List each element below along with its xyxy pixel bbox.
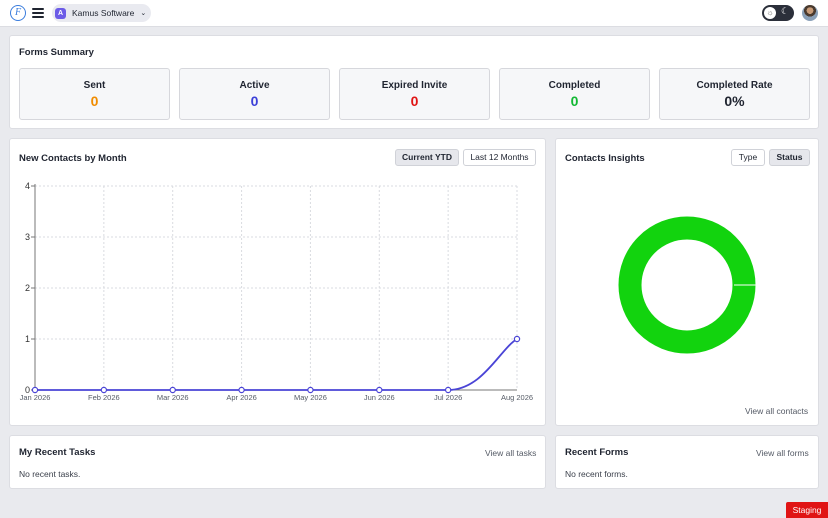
recent-tasks-card: My Recent Tasks View all tasks No recent… (9, 435, 546, 489)
contacts-chart-card: New Contacts by Month Current YTD Last 1… (9, 138, 546, 426)
x-tick-label: May 2026 (294, 393, 327, 402)
status-button[interactable]: Status (769, 149, 810, 166)
stat-value: 0% (724, 93, 745, 109)
recent-tasks-empty: No recent tasks. (19, 469, 81, 479)
type-button[interactable]: Type (731, 149, 765, 166)
y-tick-label: 2 (25, 283, 30, 293)
stat-value: 0 (570, 93, 579, 109)
x-tick-label: Aug 2026 (501, 393, 533, 402)
current-ytd-button[interactable]: Current YTD (395, 149, 459, 166)
x-tick-label: Feb 2026 (88, 393, 120, 402)
workspace-switcher[interactable]: A Kamus Software ⌄ (52, 4, 151, 22)
stat-value: 0 (410, 93, 419, 109)
stat-label: Completed Rate (696, 80, 773, 91)
view-all-tasks-link[interactable]: View all tasks (485, 448, 537, 458)
stat-value: 0 (250, 93, 259, 109)
recent-tasks-title: My Recent Tasks (19, 447, 96, 458)
y-tick-label: 4 (25, 181, 30, 191)
workspace-name: Kamus Software (72, 8, 135, 18)
top-bar: F A Kamus Software ⌄ ☼ ☾ (0, 0, 828, 27)
chevron-down-icon: ⌄ (140, 10, 147, 17)
environment-badge: Staging (786, 502, 828, 518)
data-point (169, 386, 176, 394)
data-point (376, 386, 383, 394)
x-tick-label: Apr 2026 (226, 393, 256, 402)
stat-completed-rate[interactable]: Completed Rate 0% (659, 68, 810, 120)
forms-summary-title: Forms Summary (19, 47, 94, 58)
forms-summary-card: Forms Summary Sent 0 Active 0 Expired In… (9, 35, 819, 129)
recent-forms-title: Recent Forms (565, 447, 629, 458)
moon-icon: ☾ (781, 6, 790, 16)
contacts-chart-title: New Contacts by Month (19, 153, 127, 164)
x-tick-label: Jan 2026 (20, 393, 51, 402)
donut-chart (618, 216, 756, 354)
stat-active[interactable]: Active 0 (179, 68, 330, 120)
sun-icon: ☼ (764, 7, 776, 19)
x-tick-label: Jun 2026 (364, 393, 395, 402)
donut-slice (618, 216, 756, 354)
series-line (35, 338, 518, 391)
line-chart: 0 1 2 3 4 Jan 2026 Feb 2026 Mar 2026 Apr 2026 May… (20, 181, 534, 402)
recent-forms-card: Recent Forms View all forms No recent fo… (555, 435, 819, 489)
data-point (238, 386, 245, 394)
data-point (31, 386, 39, 394)
y-tick-label: 1 (25, 334, 30, 344)
app-logo[interactable]: F (10, 5, 26, 21)
view-all-contacts-link[interactable]: View all contacts (745, 406, 809, 416)
data-point (100, 386, 108, 394)
view-all-forms-link[interactable]: View all forms (756, 448, 809, 458)
x-tick-label: Mar 2026 (157, 393, 189, 402)
workspace-badge: A (55, 7, 66, 19)
menu-icon[interactable] (32, 8, 44, 18)
y-tick-label: 0 (25, 385, 30, 395)
data-point (444, 386, 452, 394)
contacts-insights-title: Contacts Insights (565, 153, 645, 164)
stat-label: Completed (548, 80, 601, 91)
recent-forms-empty: No recent forms. (565, 469, 628, 479)
y-tick-label: 3 (25, 232, 30, 242)
user-avatar[interactable] (802, 5, 818, 21)
last-12-months-button[interactable]: Last 12 Months (463, 149, 536, 166)
stat-expired-invite[interactable]: Expired Invite 0 (339, 68, 490, 120)
stat-completed[interactable]: Completed 0 (499, 68, 650, 120)
stat-label: Expired Invite (381, 80, 448, 91)
theme-toggle[interactable]: ☼ ☾ (762, 5, 794, 21)
x-tick-label: Jul 2026 (434, 393, 462, 402)
stat-label: Active (239, 80, 270, 91)
stat-label: Sent (83, 80, 106, 91)
stat-sent[interactable]: Sent 0 (19, 68, 170, 120)
data-point (307, 386, 314, 394)
stat-value: 0 (90, 93, 99, 109)
data-point (513, 335, 521, 343)
contacts-insights-card: Contacts Insights Type Status View all c… (555, 138, 819, 426)
